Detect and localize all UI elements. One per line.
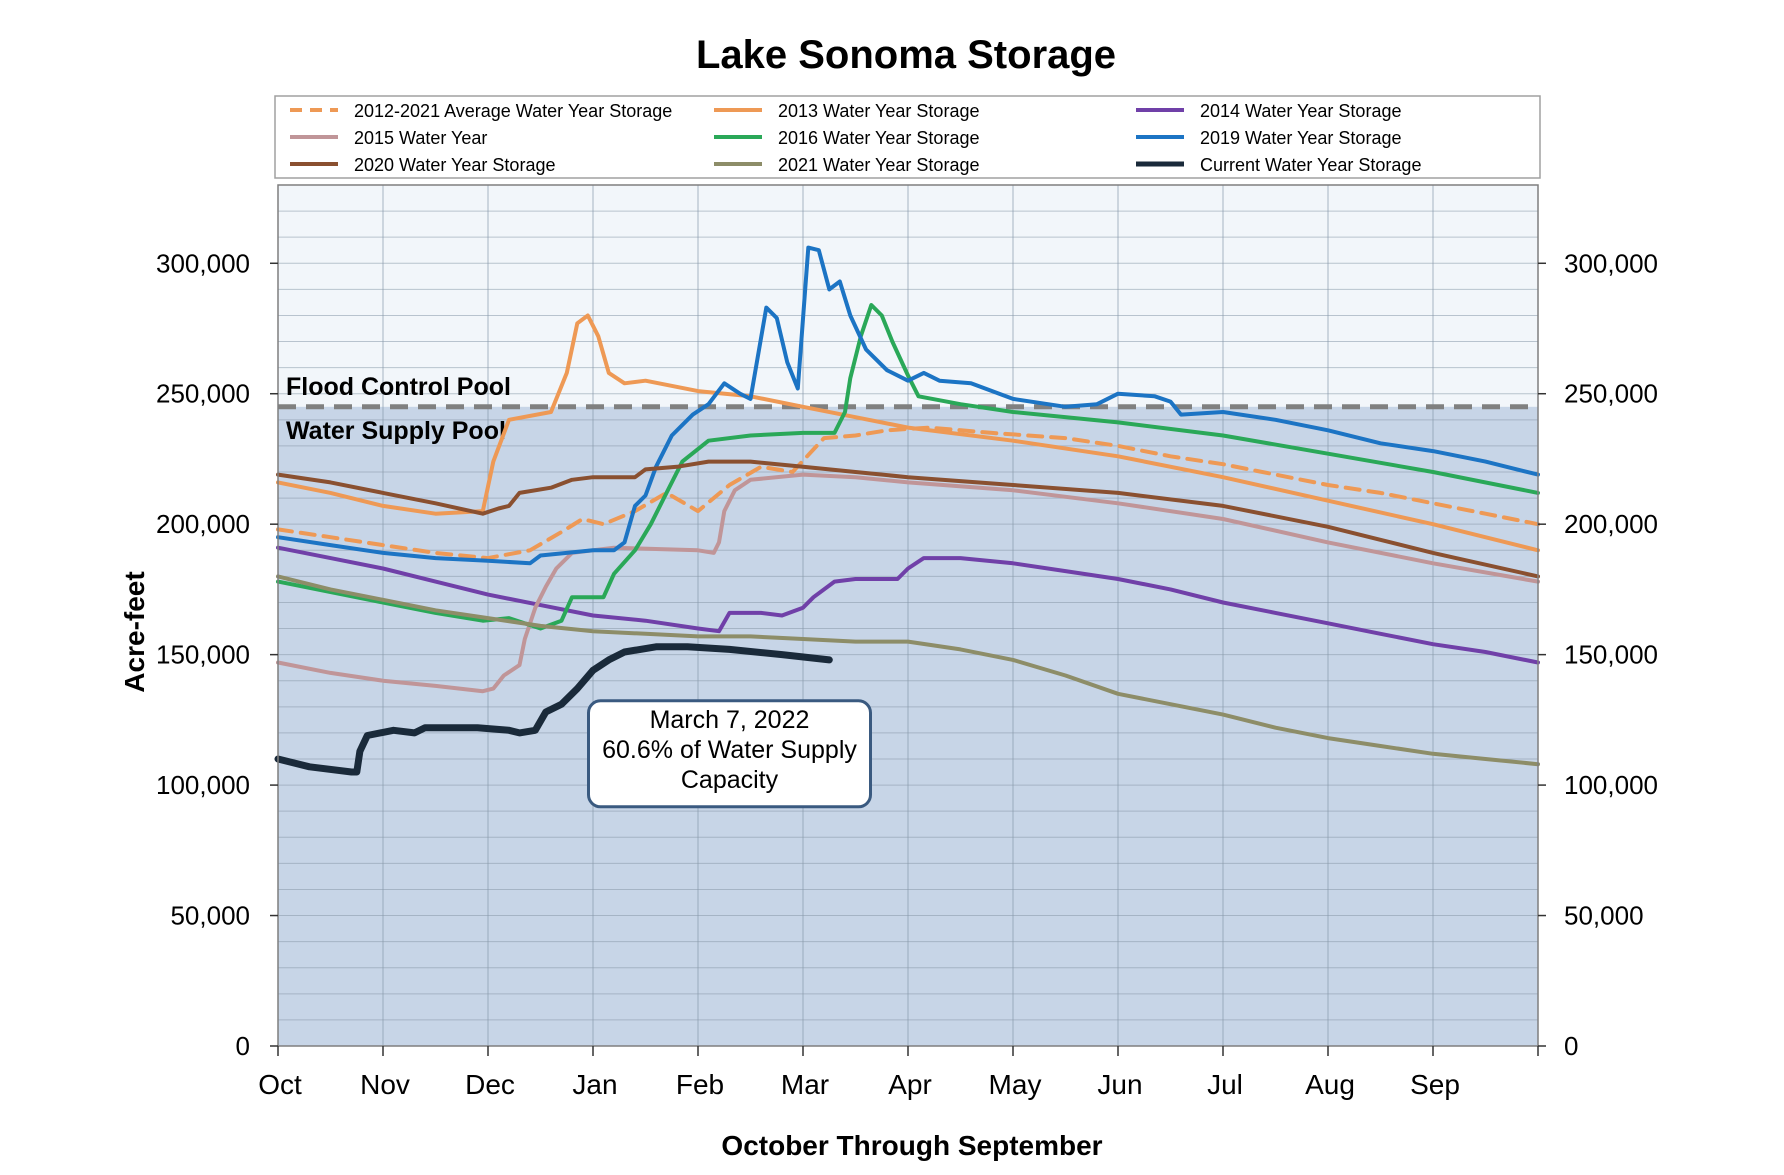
annotation-box bbox=[587, 699, 872, 809]
x-tick-label: Sep bbox=[1410, 1069, 1460, 1100]
x-tick-label: Apr bbox=[888, 1069, 932, 1100]
annotation-text: Capacity bbox=[681, 766, 779, 794]
series-line bbox=[276, 545, 1540, 665]
x-tick-label: Jun bbox=[1097, 1069, 1142, 1100]
series-line bbox=[276, 313, 1540, 553]
series-line bbox=[276, 245, 1540, 566]
annotation-text: 60.6% of Water Supply bbox=[602, 736, 857, 764]
y-axis-label: Acre-feet bbox=[119, 571, 150, 692]
x-tick-label: Jan bbox=[572, 1069, 617, 1100]
plot-area: Flood Control Pool Water Supply Pool 0 0 50,… bbox=[156, 184, 1658, 1100]
water-supply-pool-label: Water Supply Pool bbox=[286, 417, 506, 445]
x-tick-label: Mar bbox=[781, 1069, 829, 1100]
y-tick-label-right: 250,000 bbox=[1564, 379, 1658, 409]
y-tick-label-right: 0 bbox=[1564, 1031, 1578, 1061]
y-tick-label-left: 250,000 bbox=[156, 379, 250, 409]
legend-label: 2016 Water Year Storage bbox=[778, 128, 979, 148]
legend-label: Current Water Year Storage bbox=[1200, 155, 1421, 175]
x-tick-label: Jul bbox=[1207, 1069, 1243, 1100]
legend-label: 2021 Water Year Storage bbox=[778, 155, 979, 175]
annotation-text: March 7, 2022 bbox=[650, 706, 810, 734]
y-tick-label-right: 100,000 bbox=[1564, 770, 1658, 800]
x-tick-label: Dec bbox=[465, 1069, 515, 1100]
legend-label: 2014 Water Year Storage bbox=[1200, 101, 1401, 121]
legend-label: 2012-2021 Average Water Year Storage bbox=[354, 101, 672, 121]
x-tick-label: Aug bbox=[1305, 1069, 1355, 1100]
legend-label: 2015 Water Year bbox=[354, 128, 487, 148]
x-axis-label: October Through September bbox=[721, 1130, 1102, 1161]
y-tick-label-left: 150,000 bbox=[156, 640, 250, 670]
y-tick-label-left: 300,000 bbox=[156, 248, 250, 278]
chart-title: Lake Sonoma Storage bbox=[696, 33, 1116, 77]
series-line bbox=[276, 425, 1540, 561]
legend: 2012-2021 Average Water Year Storage 2013… bbox=[274, 95, 1541, 179]
legend-label: 2013 Water Year Storage bbox=[778, 101, 979, 121]
y-tick-label-right: 50,000 bbox=[1564, 901, 1644, 931]
x-tick-label: May bbox=[989, 1069, 1042, 1100]
y-tick-label-left: 200,000 bbox=[156, 509, 250, 539]
y-tick-label-right: 300,000 bbox=[1564, 248, 1658, 278]
y-tick-label-left: 50,000 bbox=[170, 901, 250, 931]
y-tick-label-left: 0 bbox=[236, 1031, 250, 1061]
x-tick-label: Oct bbox=[258, 1069, 302, 1100]
series-line bbox=[274, 643, 833, 776]
legend-label: 2020 Water Year Storage bbox=[354, 155, 555, 175]
y-tick-label-right: 150,000 bbox=[1564, 640, 1658, 670]
series-line bbox=[276, 459, 1540, 579]
flood-control-pool-label: Flood Control Pool bbox=[286, 373, 511, 401]
y-tick-label-left: 100,000 bbox=[156, 770, 250, 800]
legend-box bbox=[274, 95, 1541, 179]
series-line bbox=[276, 472, 1540, 694]
y-tick-label-right: 200,000 bbox=[1564, 509, 1658, 539]
series-line bbox=[276, 574, 1540, 767]
legend-label: 2019 Water Year Storage bbox=[1200, 128, 1401, 148]
x-tick-label: Nov bbox=[360, 1069, 410, 1100]
x-tick-label: Feb bbox=[676, 1069, 724, 1100]
